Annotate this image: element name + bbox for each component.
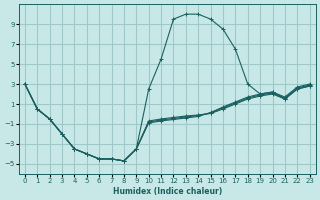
X-axis label: Humidex (Indice chaleur): Humidex (Indice chaleur): [113, 187, 222, 196]
